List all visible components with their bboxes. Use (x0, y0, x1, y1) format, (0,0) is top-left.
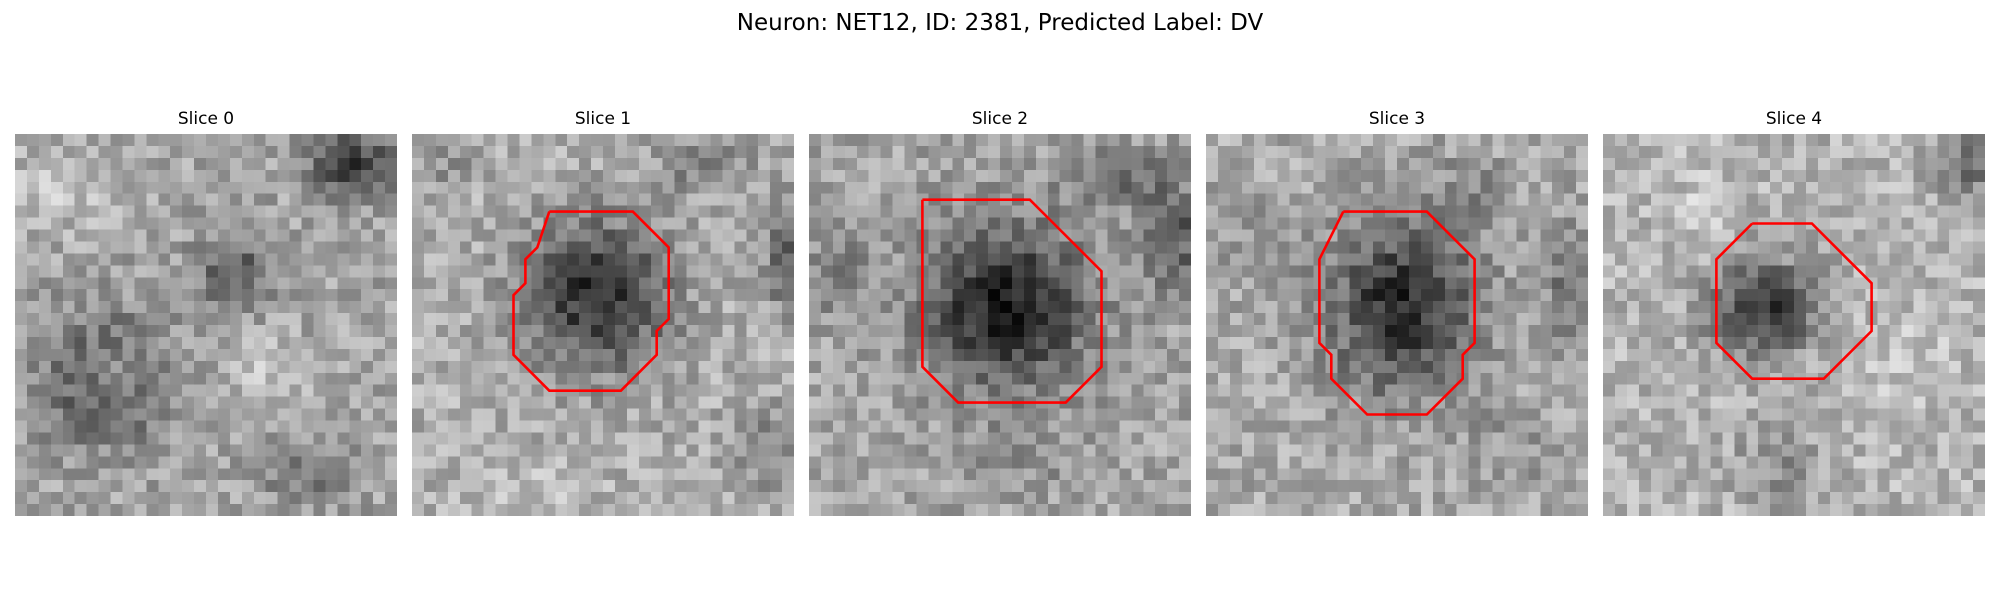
grayscale-image (412, 134, 794, 516)
slice-title: Slice 2 (971, 109, 1029, 129)
slice-image (1603, 134, 1985, 516)
grayscale-image (15, 134, 397, 516)
slice-image (809, 134, 1191, 516)
outline-layer (1715, 222, 1873, 380)
roi-outline (921, 198, 1103, 404)
slice-image (1206, 134, 1588, 516)
slice-image (412, 134, 794, 516)
slice-title: Slice 3 (1368, 109, 1426, 129)
slice-title: Slice 4 (1765, 109, 1823, 129)
outline-layer (921, 198, 1103, 404)
slice-title: Slice 1 (574, 109, 632, 129)
grayscale-image (1206, 134, 1588, 516)
outline-layer (15, 134, 397, 516)
outline-layer (1318, 210, 1476, 416)
grayscale-image (809, 134, 1191, 516)
slice-image (15, 134, 397, 516)
figure-title: Neuron: NET12, ID: 2381, Predicted Label… (736, 10, 1264, 36)
roi-outline (1318, 210, 1476, 416)
roi-outline (1715, 222, 1873, 380)
slice-title: Slice 0 (177, 109, 235, 129)
grayscale-image (1603, 134, 1985, 516)
roi-outline (512, 210, 671, 393)
outline-layer (512, 210, 671, 393)
